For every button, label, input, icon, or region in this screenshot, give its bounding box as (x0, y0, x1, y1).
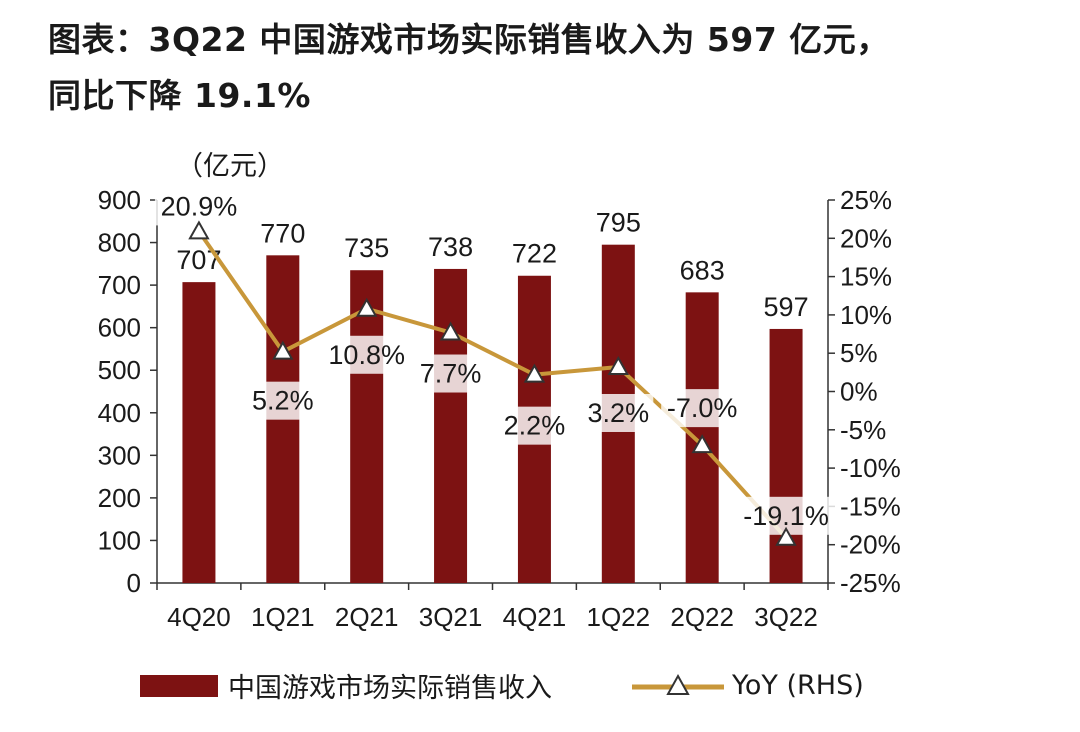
left-tick-label-3: 300 (98, 440, 141, 470)
left-tick-label-5: 500 (98, 355, 141, 385)
yoy-label-background-1 (248, 381, 317, 420)
right-tick-label-1: 20% (840, 223, 892, 253)
yoy-marker-0 (188, 220, 210, 240)
chart-title: 图表：3Q22 中国游戏市场实际销售收入为 597 亿元， 同比下降 19.1% (48, 12, 1058, 124)
yoy-marker-3 (439, 321, 462, 341)
bar-value-label-6: 683 (680, 255, 725, 285)
x-tick-label-6: 2Q22 (670, 602, 734, 632)
yoy-value-label-3: 7.7% (420, 359, 482, 389)
bar-value-label-5: 795 (596, 208, 641, 238)
yoy-marker-4 (523, 363, 546, 383)
yoy-marker-1 (272, 340, 294, 360)
left-tick-label-6: 600 (98, 313, 141, 343)
right-tick-label-7: -10% (840, 453, 901, 483)
right-tick-label-4: 5% (840, 338, 878, 368)
yoy-value-label-1: 5.2% (252, 386, 314, 416)
yoy-marker-7 (775, 526, 797, 546)
chart-title-line-2: 同比下降 19.1% (48, 76, 311, 115)
yoy-value-label-0: 20.9% (161, 191, 238, 221)
x-tick-label-5: 1Q22 (587, 602, 651, 632)
right-tick-label-6: -5% (840, 415, 886, 445)
right-tick-label-8: -15% (840, 491, 901, 521)
x-tick-label-3: 3Q21 (419, 602, 483, 632)
left-tick-label-0: 0 (127, 568, 141, 598)
yoy-marker-2 (355, 297, 378, 317)
yoy-line (197, 230, 788, 540)
left-tick-label-8: 800 (98, 228, 141, 258)
left-tick-label-2: 200 (98, 483, 141, 513)
bar-3 (434, 268, 468, 583)
left-tick-label-4: 400 (98, 398, 141, 428)
bar-2 (350, 270, 384, 583)
left-tick-label-9: 900 (98, 185, 141, 215)
bar-value-label-4: 722 (512, 239, 557, 269)
x-tick-label-7: 3Q22 (754, 602, 818, 632)
x-tick-label-0: 4Q20 (167, 602, 231, 632)
left-axis-unit-label: （亿元） (176, 151, 284, 182)
yoy-label-background-3 (415, 354, 486, 393)
yoy-value-label-7: -19.1% (743, 501, 829, 531)
legend-triangle-marker (666, 673, 690, 695)
legend-bar-swatch (140, 674, 218, 697)
right-tick-label-9: -20% (840, 530, 901, 560)
chart-title-line-1: 图表：3Q22 中国游戏市场实际销售收入为 597 亿元， (48, 20, 890, 59)
legend-line-label: YoY (RHS) (732, 670, 864, 701)
right-tick-label-10: -25% (840, 568, 901, 598)
yoy-value-label-6: -7.0% (667, 393, 738, 423)
legend-bar-label: 中国游戏市场实际销售收入 (228, 673, 552, 704)
legend-line-swatch (632, 673, 724, 695)
yoy-marker-5 (607, 355, 630, 375)
bar-value-label-1: 770 (260, 218, 305, 248)
bar-value-label-2: 735 (344, 233, 389, 263)
x-tick-label-1: 1Q21 (251, 602, 315, 632)
legend: 中国游戏市场实际销售收入 YoY (RHS) (140, 666, 864, 705)
right-tick-label-2: 15% (840, 262, 892, 292)
x-tick-label-2: 2Q21 (335, 602, 399, 632)
yoy-value-label-4: 2.2% (504, 411, 566, 441)
right-tick-label-3: 10% (840, 300, 892, 330)
yoy-label-background-4 (499, 406, 570, 445)
bar-value-label-7: 597 (764, 292, 809, 322)
yoy-label-background-5 (583, 393, 654, 432)
yoy-value-label-5: 3.2% (588, 398, 650, 428)
yoy-value-label-2: 10.8% (328, 340, 405, 370)
left-tick-label-1: 100 (98, 525, 141, 555)
bar-value-label-0: 707 (176, 245, 221, 275)
right-tick-label-5: 0% (840, 377, 878, 407)
x-tick-label-4: 4Q21 (503, 602, 567, 632)
yoy-marker-6 (691, 434, 713, 454)
bar-0 (182, 282, 216, 583)
yoy-label-background-2 (320, 335, 413, 374)
yoy-label-background-0 (154, 187, 243, 226)
left-tick-label-7: 700 (98, 270, 141, 300)
bar-value-label-3: 738 (428, 232, 473, 262)
right-tick-label-0: 25% (840, 185, 892, 215)
yoy-label-background-6 (661, 389, 744, 428)
